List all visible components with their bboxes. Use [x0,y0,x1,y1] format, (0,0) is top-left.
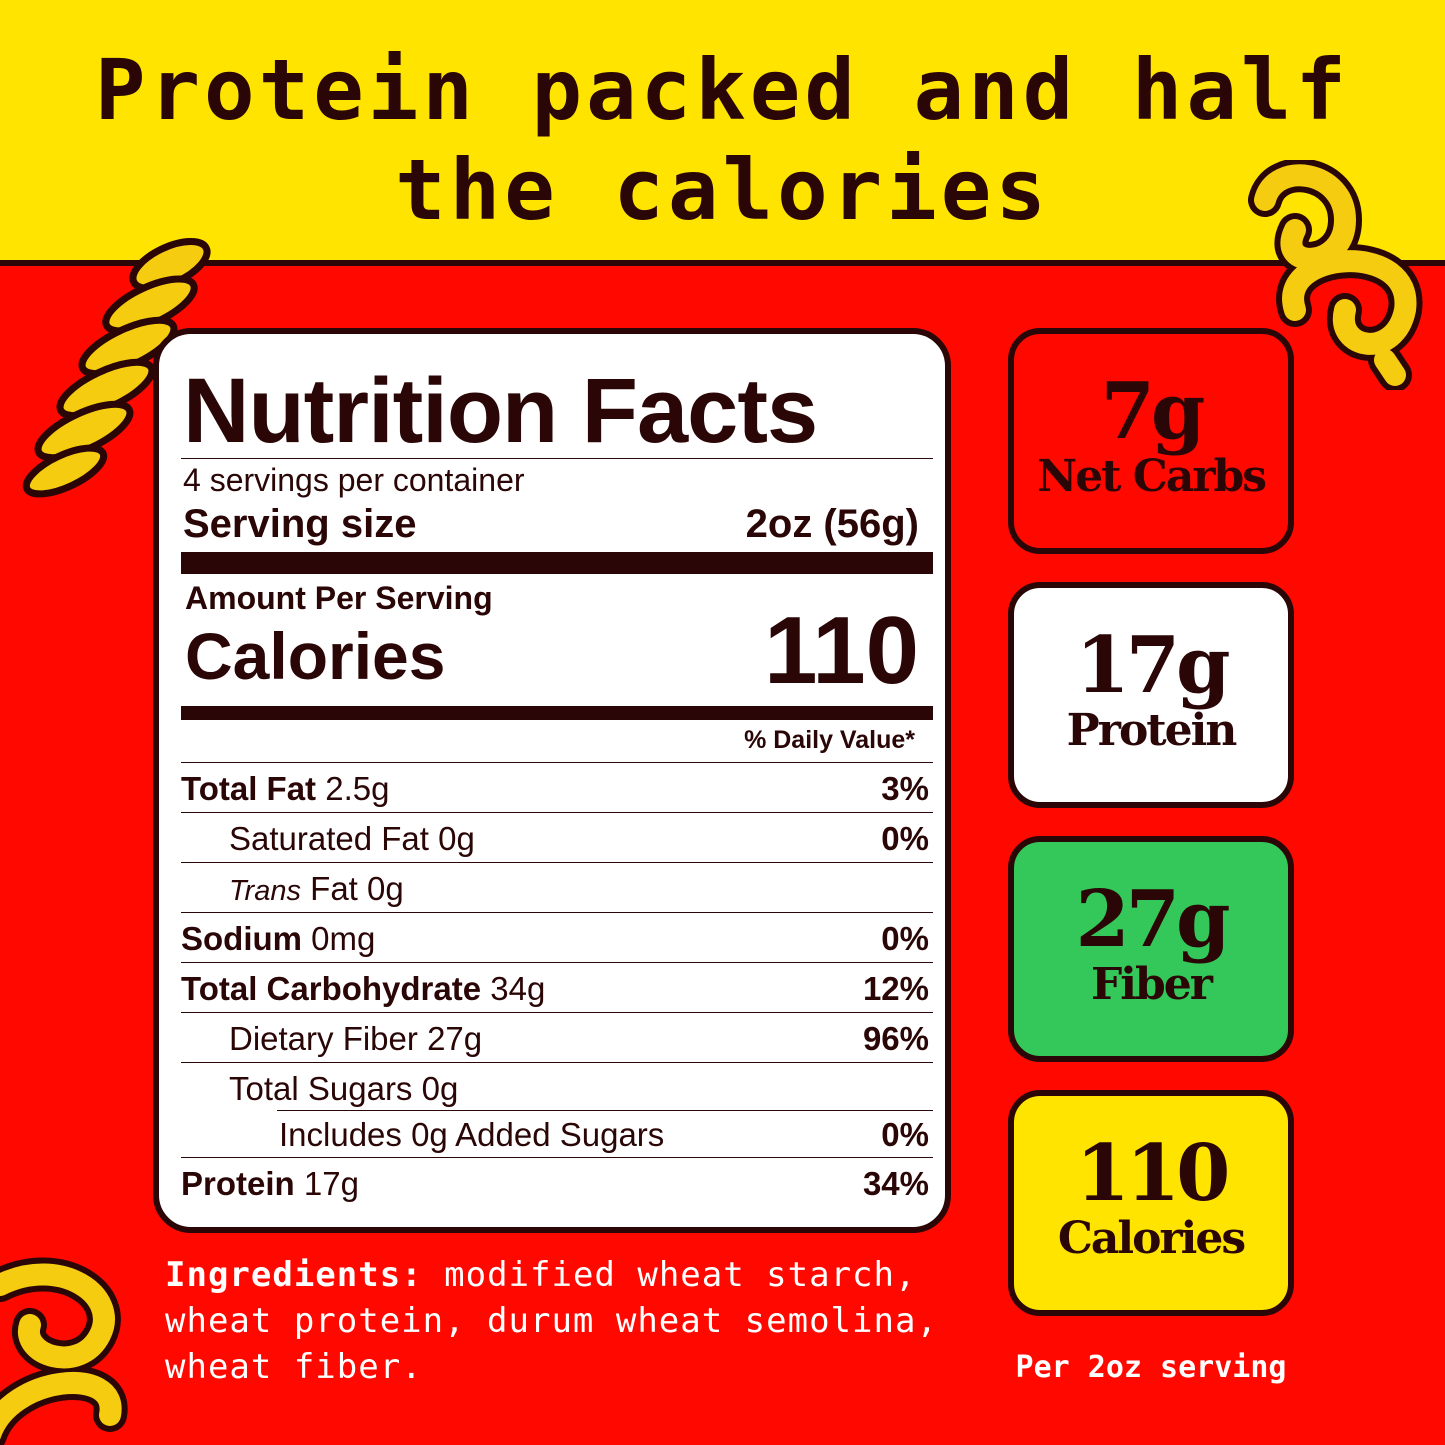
nutrient-row-trans-fat: Trans Fat 0g [181,864,929,914]
headline: Protein packed and half the calories [94,41,1351,239]
serving-size-label: Serving size [183,502,417,546]
nutrient-name-italic: Trans [229,875,301,907]
curly-pasta-icon [1248,160,1423,390]
highlight-calories: 110 Calories [1008,1090,1294,1316]
divider [181,762,933,763]
divider [181,1012,933,1013]
daily-value-header: % Daily Value* [744,726,915,754]
serving-size-value: 2oz (56g) [745,502,919,546]
nutrient-amount: 0g [421,1070,459,1107]
per-serving-note: Per 2oz serving [1015,1350,1287,1385]
divider [181,962,933,963]
highlight-net-carbs: 7g Net Carbs [1008,328,1294,554]
nutrient-amount: 0g [438,820,475,857]
divider [181,1157,933,1158]
nutrient-name: Dietary Fiber [229,1020,418,1057]
nutrient-name: Total Fat [181,770,317,807]
nutrient-name: Fat [310,870,358,907]
servings-per-container: 4 servings per container [183,462,525,498]
header-banner: Protein packed and half the calories [0,0,1445,266]
nutrient-name: Includes 0g Added Sugars [279,1116,665,1153]
thick-divider [181,706,933,720]
highlight-value: 7g [1100,366,1206,457]
daily-value: 34% [862,1165,929,1202]
nutrient-row-total-sugars: Total Sugars 0g [181,1064,929,1114]
highlight-label: Calories [1057,1213,1246,1264]
nutrient-row-added-sugars: Includes 0g Added Sugars 0% [181,1112,929,1158]
divider [181,862,933,863]
nutrient-row-saturated-fat: Saturated Fat 0g 0% [181,814,929,864]
highlight-label: Net Carbs [1036,451,1267,502]
highlight-protein: 17g Protein [1008,582,1294,808]
nutrient-name: Sodium [181,920,302,957]
nutrient-amount: 34g [490,970,546,1007]
highlight-label: Fiber [1091,959,1213,1010]
nutrient-amount: 17g [303,1165,359,1202]
divider [181,1062,933,1063]
daily-value: 0% [881,820,929,857]
nutrient-row-dietary-fiber: Dietary Fiber 27g 96% [181,1014,929,1064]
nutrient-name: Total Sugars [229,1070,413,1107]
divider [181,912,933,913]
highlight-value: 27g [1075,874,1230,965]
ingredients-label: Ingredients: [165,1255,423,1295]
nutrient-row-protein: Protein 17g 34% [181,1159,929,1209]
nutrient-row-total-fat: Total Fat 2.5g 3% [181,764,929,814]
divider [277,1110,933,1111]
daily-value: 0% [881,920,929,957]
nutrient-amount: 0mg [311,920,376,957]
daily-value: 12% [862,970,929,1007]
amount-per-serving: Amount Per Serving [185,580,493,616]
fusilli-pasta-icon [22,238,211,498]
calories-label: Calories [185,619,446,693]
nutrient-row-total-carbohydrate: Total Carbohydrate 34g 12% [181,964,929,1014]
daily-value: 0% [881,1116,929,1153]
curly-pasta-icon [0,1257,128,1445]
nutrient-amount: 27g [427,1020,483,1057]
thick-divider [181,552,933,574]
daily-value: 3% [881,770,929,807]
nutrient-name: Total Carbohydrate [181,970,482,1007]
nutrient-name: Saturated Fat [229,820,429,857]
ingredients: Ingredients: modified wheat starch, whea… [165,1252,965,1390]
nutrient-amount: 2.5g [325,770,390,807]
ingredients-text: modified wheat starch, wheat protein, du… [165,1255,938,1387]
calories-value: 110 [764,597,919,704]
nutrient-name: Protein [181,1165,295,1202]
highlight-value: 17g [1075,620,1230,711]
nutrition-facts-label: Nutrition Facts 4 servings per container… [153,328,951,1233]
nutrition-facts-title: Nutrition Facts [183,360,818,462]
divider [181,812,933,813]
nutrient-amount: 0g [367,870,404,907]
nutrient-row-sodium: Sodium 0mg 0% [181,914,929,964]
highlight-fiber: 27g Fiber [1008,836,1294,1062]
daily-value: 96% [862,1020,929,1057]
divider [181,458,933,459]
highlight-value: 110 [1075,1128,1231,1219]
highlight-label: Protein [1066,705,1238,756]
